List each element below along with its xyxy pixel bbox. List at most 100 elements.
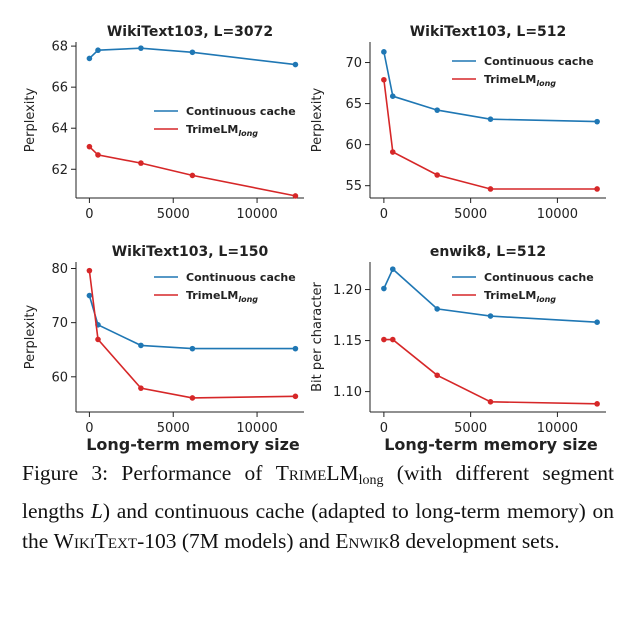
caption-dataset-1-suffix: -103 (7M models) and bbox=[137, 529, 336, 553]
data-point bbox=[189, 172, 196, 179]
y-tick-label: 1.15 bbox=[333, 334, 362, 349]
y-tick-label: 1.10 bbox=[333, 385, 362, 400]
legend-label: Continuous cache bbox=[186, 105, 296, 118]
legend-label-subscript: long bbox=[536, 79, 556, 88]
caption-tail: development sets. bbox=[400, 529, 560, 553]
x-tick-label: 0 bbox=[380, 207, 388, 222]
y-tick-label: 55 bbox=[345, 179, 362, 194]
data-point bbox=[389, 336, 396, 343]
data-point bbox=[381, 49, 387, 55]
data-point bbox=[189, 345, 196, 352]
x-tick-label: 10000 bbox=[236, 421, 277, 436]
series-line-trimelm-long bbox=[88, 146, 296, 197]
chart-title: WikiText103, L=512 bbox=[410, 24, 567, 40]
chart-title: WikiText103, L=150 bbox=[112, 244, 269, 260]
data-point bbox=[95, 152, 101, 158]
caption-variable: L bbox=[90, 499, 103, 523]
x-tick-label: 5000 bbox=[157, 421, 190, 436]
caption-dataset-1: WikiText bbox=[53, 529, 138, 553]
legend-label: TrimeLMlong bbox=[484, 73, 556, 88]
data-point bbox=[389, 266, 396, 272]
data-point bbox=[95, 47, 101, 54]
legend-label-subscript: long bbox=[238, 129, 258, 138]
data-point bbox=[434, 372, 440, 379]
x-tick-label: 5000 bbox=[454, 421, 487, 436]
data-point bbox=[434, 306, 440, 312]
data-point bbox=[487, 313, 494, 319]
y-axis-label: Perplexity bbox=[23, 304, 38, 369]
y-tick-label: 66 bbox=[51, 81, 68, 96]
data-point bbox=[138, 160, 144, 166]
data-point bbox=[381, 285, 387, 292]
legend-label: TrimeLMlong bbox=[186, 289, 258, 304]
data-point bbox=[189, 395, 196, 401]
data-point bbox=[86, 267, 93, 274]
y-tick-label: 60 bbox=[345, 138, 362, 153]
x-tick-label: 5000 bbox=[157, 207, 190, 222]
x-axis-label: Long-term memory size bbox=[384, 435, 598, 454]
figure-panels: WikiText103, L=3072 0 5000 10000 62 64 66 68 Per… bbox=[23, 24, 606, 454]
x-tick-label: 10000 bbox=[537, 207, 578, 222]
data-point bbox=[434, 172, 440, 178]
y-axis-label: Bit per character bbox=[310, 281, 325, 391]
legend-label: TrimeLMlong bbox=[484, 289, 556, 304]
y-tick-label: 68 bbox=[51, 40, 68, 55]
legend-label: Continuous cache bbox=[186, 271, 296, 284]
x-tick-label: 10000 bbox=[537, 421, 578, 436]
caption-lead: Figure 3: Performance of bbox=[22, 461, 276, 485]
data-point bbox=[292, 61, 299, 68]
legend-label: Continuous cache bbox=[484, 55, 594, 68]
data-point bbox=[292, 345, 299, 352]
caption-mid-1: (with different segment lengths bbox=[22, 461, 614, 523]
series-line-trimelm-long bbox=[383, 338, 598, 405]
data-point bbox=[594, 118, 600, 125]
data-point bbox=[389, 149, 396, 155]
chart-panel-3: WikiText103, L=150 0 5000 10000 60 70 80 Perple… bbox=[23, 244, 304, 454]
x-tick-label: 0 bbox=[85, 421, 93, 436]
y-tick-label: 70 bbox=[51, 316, 68, 331]
data-point bbox=[487, 398, 494, 405]
legend-label-subscript: long bbox=[536, 295, 556, 304]
chart-panel-4: enwik8, L=512 0 5000 10000 1.10 1.15 1.20 Bit p… bbox=[310, 244, 606, 454]
x-tick-label: 10000 bbox=[236, 207, 277, 222]
y-axis-label: Perplexity bbox=[23, 87, 38, 152]
x-tick-label: 0 bbox=[85, 207, 93, 222]
caption-dataset-2: Enwik8 bbox=[335, 529, 401, 553]
data-point bbox=[138, 342, 144, 349]
data-point bbox=[95, 336, 101, 343]
data-point bbox=[86, 143, 93, 150]
series-line-continuous-cache bbox=[88, 295, 296, 350]
y-tick-label: 62 bbox=[51, 163, 68, 178]
data-point bbox=[594, 401, 600, 407]
caption-mid-2: ) and continuous cache (adapted to long-… bbox=[22, 499, 614, 553]
x-tick-label: 5000 bbox=[454, 207, 487, 222]
data-point bbox=[381, 336, 387, 343]
caption-model-subscript: long bbox=[358, 473, 384, 488]
data-point bbox=[434, 107, 440, 113]
legend-label: Continuous cache bbox=[484, 271, 594, 284]
figure-caption: Figure 3: Performance of TrimeLMlong (wi… bbox=[22, 458, 614, 556]
legend-label-subscript: long bbox=[238, 295, 258, 304]
chart-title: enwik8, L=512 bbox=[430, 244, 546, 260]
chart-panel-2: WikiText103, L=512 0 5000 10000 55 60 65 70 Perp… bbox=[310, 24, 606, 222]
data-point bbox=[292, 393, 299, 400]
x-tick-label: 0 bbox=[380, 421, 388, 436]
data-point bbox=[292, 193, 299, 199]
data-point bbox=[381, 76, 387, 83]
data-point bbox=[487, 186, 494, 192]
y-axis-label: Perplexity bbox=[310, 87, 325, 152]
data-point bbox=[487, 116, 494, 122]
data-point bbox=[189, 49, 196, 56]
data-point bbox=[389, 93, 396, 99]
x-axis-label: Long-term memory size bbox=[86, 435, 300, 454]
y-tick-label: 70 bbox=[345, 56, 362, 71]
y-tick-label: 60 bbox=[51, 370, 68, 385]
chart-panel-1: WikiText103, L=3072 0 5000 10000 62 64 66 68 Per… bbox=[23, 24, 304, 222]
data-point bbox=[594, 186, 600, 192]
series-line-trimelm-long bbox=[383, 79, 598, 190]
data-point bbox=[86, 292, 93, 299]
y-tick-label: 64 bbox=[51, 122, 68, 137]
y-tick-label: 1.20 bbox=[333, 283, 362, 298]
y-tick-label: 80 bbox=[51, 262, 68, 277]
data-point bbox=[138, 385, 144, 391]
